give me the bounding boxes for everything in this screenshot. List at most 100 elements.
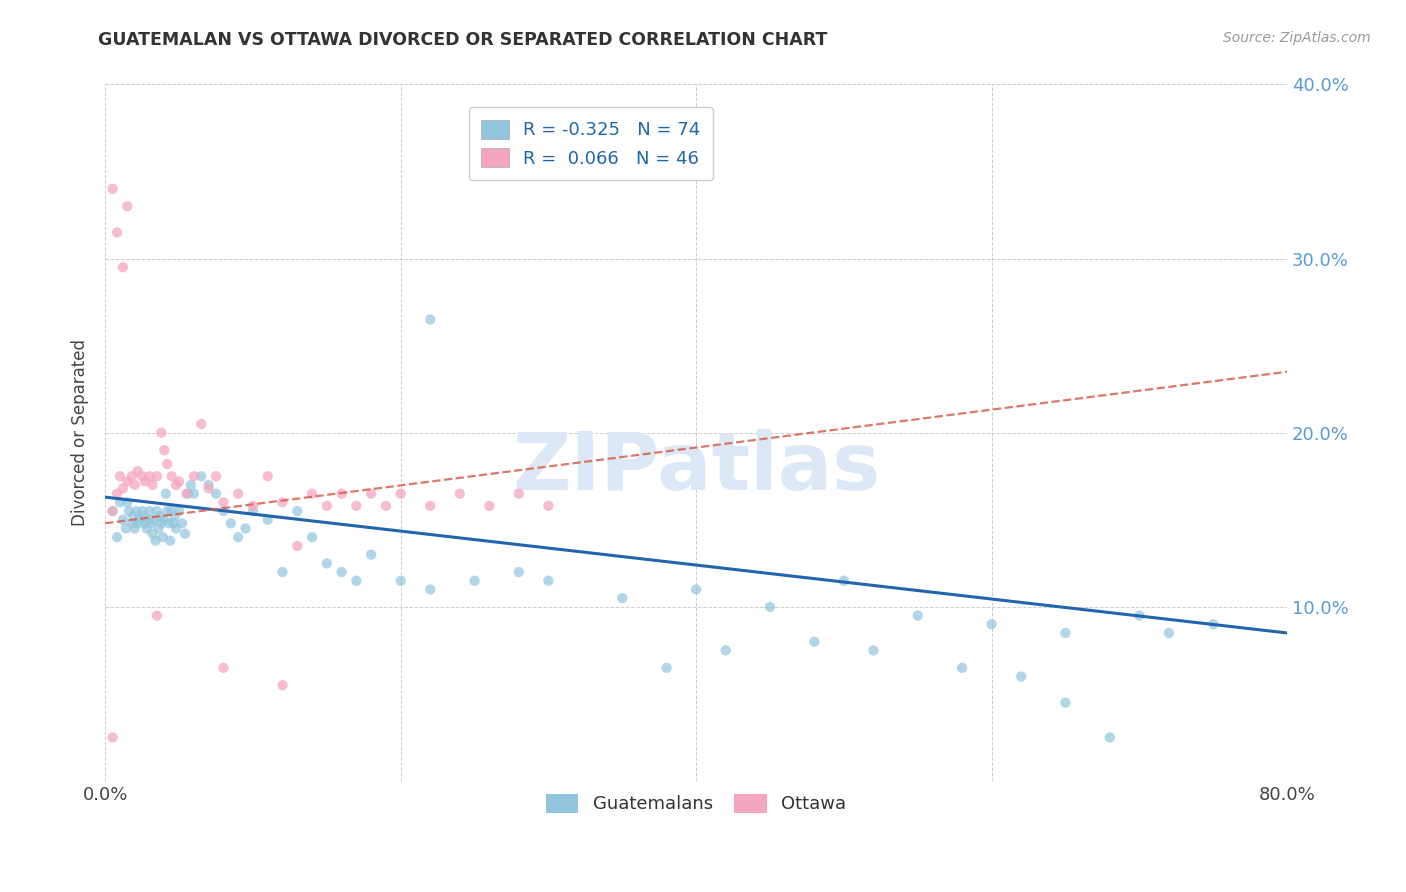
Point — [160, 469, 183, 483]
Point — [389, 574, 412, 588]
Point — [242, 504, 264, 518]
Point — [344, 574, 367, 588]
Point — [138, 469, 160, 483]
Point — [537, 499, 560, 513]
Point — [131, 504, 153, 518]
Point — [124, 521, 146, 535]
Point — [156, 457, 179, 471]
Point — [108, 469, 131, 483]
Point — [146, 608, 169, 623]
Point — [121, 469, 143, 483]
Point — [537, 574, 560, 588]
Point — [419, 312, 441, 326]
Point — [285, 539, 308, 553]
Point — [1054, 696, 1077, 710]
Point — [1157, 626, 1180, 640]
Point — [478, 499, 501, 513]
Point — [115, 521, 138, 535]
Point — [271, 495, 294, 509]
Point — [301, 530, 323, 544]
Point — [167, 504, 190, 518]
Point — [124, 478, 146, 492]
Point — [862, 643, 884, 657]
Point — [146, 469, 169, 483]
Point — [152, 530, 174, 544]
Point — [101, 504, 124, 518]
Point — [315, 557, 337, 571]
Point — [1054, 626, 1077, 640]
Point — [950, 661, 973, 675]
Point — [419, 582, 441, 597]
Point — [177, 486, 200, 500]
Point — [301, 486, 323, 500]
Point — [118, 504, 141, 518]
Point — [1202, 617, 1225, 632]
Point — [344, 499, 367, 513]
Point — [330, 486, 353, 500]
Point — [655, 661, 678, 675]
Point — [612, 591, 634, 606]
Point — [803, 634, 825, 648]
Point — [101, 504, 124, 518]
Point — [105, 226, 128, 240]
Point — [149, 509, 172, 524]
Point — [131, 469, 153, 483]
Point — [127, 464, 149, 478]
Point — [157, 516, 180, 531]
Point — [134, 475, 156, 489]
Point — [176, 486, 198, 500]
Point — [180, 478, 202, 492]
Point — [125, 504, 148, 518]
Point — [271, 565, 294, 579]
Point — [136, 513, 159, 527]
Point — [360, 548, 382, 562]
Point — [150, 425, 173, 440]
Point — [832, 574, 855, 588]
Point — [212, 495, 235, 509]
Point — [162, 516, 184, 531]
Point — [143, 513, 166, 527]
Point — [111, 482, 134, 496]
Point — [226, 486, 249, 500]
Point — [138, 504, 160, 518]
Point — [212, 661, 235, 675]
Point — [122, 509, 145, 524]
Point — [111, 260, 134, 275]
Point — [117, 495, 139, 509]
Point — [1128, 608, 1150, 623]
Point — [141, 526, 163, 541]
Point — [419, 499, 441, 513]
Point — [235, 521, 257, 535]
Point — [146, 504, 169, 518]
Point — [197, 482, 219, 496]
Point — [105, 530, 128, 544]
Point — [256, 513, 278, 527]
Point — [759, 599, 782, 614]
Point — [155, 486, 177, 500]
Point — [190, 417, 212, 431]
Point — [128, 513, 150, 527]
Text: Source: ZipAtlas.com: Source: ZipAtlas.com — [1223, 31, 1371, 45]
Point — [165, 521, 187, 535]
Point — [174, 526, 197, 541]
Text: GUATEMALAN VS OTTAWA DIVORCED OR SEPARATED CORRELATION CHART: GUATEMALAN VS OTTAWA DIVORCED OR SEPARAT… — [98, 31, 828, 49]
Point — [132, 509, 155, 524]
Point — [315, 499, 337, 513]
Point — [330, 565, 353, 579]
Point — [219, 516, 242, 531]
Point — [242, 499, 264, 513]
Point — [205, 469, 228, 483]
Text: ZIPatlas: ZIPatlas — [512, 428, 880, 507]
Point — [141, 478, 163, 492]
Point — [105, 486, 128, 500]
Point — [163, 509, 186, 524]
Point — [980, 617, 1002, 632]
Point — [167, 475, 190, 489]
Point — [714, 643, 737, 657]
Point — [256, 469, 278, 483]
Point — [108, 495, 131, 509]
Point — [389, 486, 412, 500]
Point — [285, 504, 308, 518]
Point — [150, 516, 173, 531]
Point — [360, 486, 382, 500]
